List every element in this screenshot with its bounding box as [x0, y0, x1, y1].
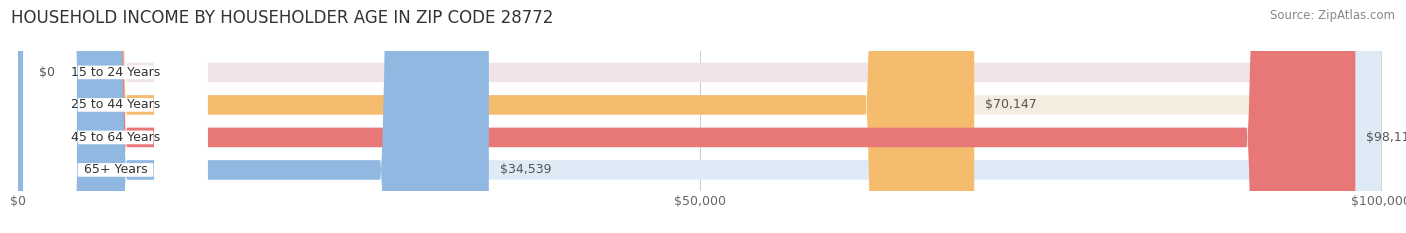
Text: $98,110: $98,110 [1367, 131, 1406, 144]
FancyBboxPatch shape [18, 0, 974, 233]
FancyBboxPatch shape [18, 0, 1381, 233]
Text: 65+ Years: 65+ Years [84, 163, 148, 176]
FancyBboxPatch shape [18, 0, 1355, 233]
Text: $0: $0 [38, 66, 55, 79]
FancyBboxPatch shape [18, 0, 1381, 233]
Text: $34,539: $34,539 [499, 163, 551, 176]
Text: 15 to 24 Years: 15 to 24 Years [70, 66, 160, 79]
FancyBboxPatch shape [24, 0, 208, 233]
FancyBboxPatch shape [24, 0, 208, 233]
FancyBboxPatch shape [24, 0, 208, 233]
FancyBboxPatch shape [18, 0, 1381, 233]
Text: HOUSEHOLD INCOME BY HOUSEHOLDER AGE IN ZIP CODE 28772: HOUSEHOLD INCOME BY HOUSEHOLDER AGE IN Z… [11, 9, 554, 27]
Text: 25 to 44 Years: 25 to 44 Years [70, 98, 160, 111]
Text: $70,147: $70,147 [986, 98, 1036, 111]
FancyBboxPatch shape [18, 0, 1381, 233]
FancyBboxPatch shape [24, 0, 208, 233]
Text: 45 to 64 Years: 45 to 64 Years [70, 131, 160, 144]
Text: Source: ZipAtlas.com: Source: ZipAtlas.com [1270, 9, 1395, 22]
FancyBboxPatch shape [18, 0, 489, 233]
